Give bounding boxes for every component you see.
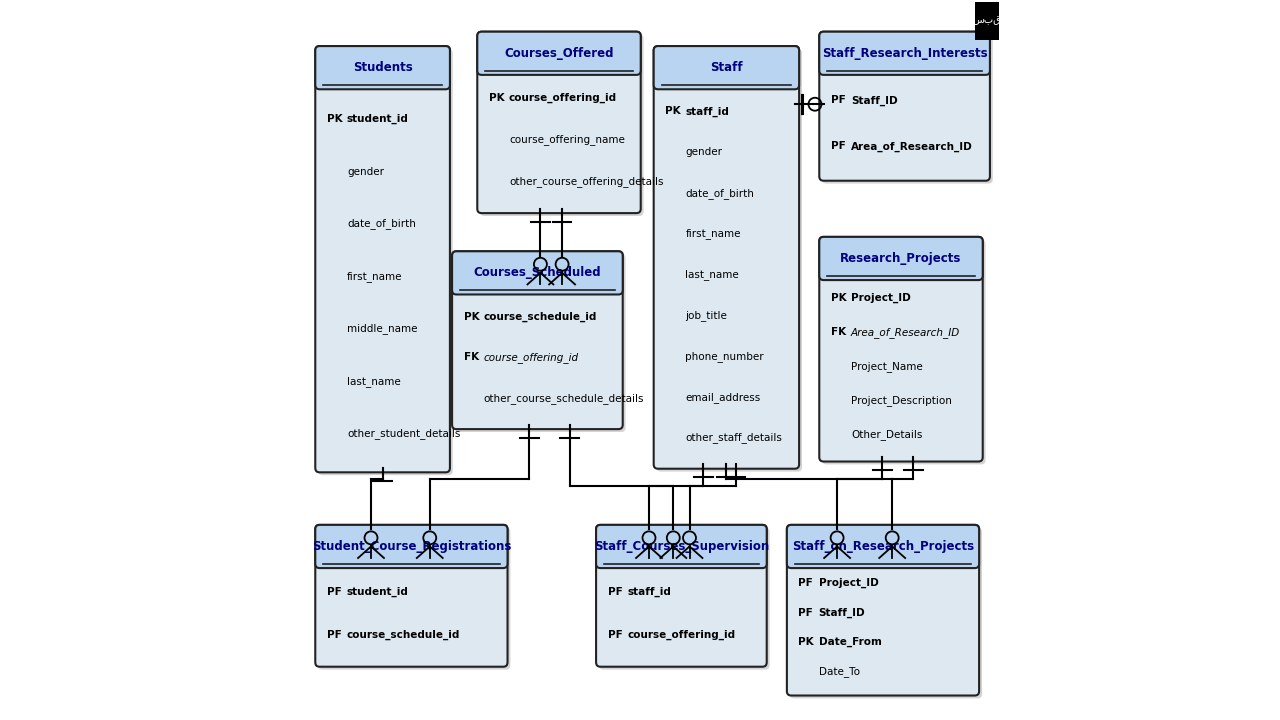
Text: PF: PF — [799, 578, 813, 588]
Text: PK: PK — [489, 93, 504, 103]
Text: email_address: email_address — [685, 392, 760, 402]
FancyBboxPatch shape — [319, 49, 453, 475]
Text: PK: PK — [463, 312, 479, 322]
Text: Date_From: Date_From — [819, 637, 882, 647]
FancyBboxPatch shape — [315, 525, 507, 667]
Text: middle_name: middle_name — [347, 323, 417, 334]
Text: Research_Projects: Research_Projects — [840, 252, 961, 265]
Text: Courses_Scheduled: Courses_Scheduled — [474, 266, 602, 279]
Text: gender: gender — [347, 166, 384, 176]
FancyBboxPatch shape — [477, 32, 641, 213]
Text: course_schedule_id: course_schedule_id — [347, 629, 461, 639]
FancyBboxPatch shape — [315, 46, 451, 472]
FancyBboxPatch shape — [822, 240, 986, 464]
FancyBboxPatch shape — [452, 251, 623, 429]
Text: FK: FK — [463, 353, 479, 362]
Text: Area_of_Research_ID: Area_of_Research_ID — [851, 141, 973, 152]
Text: Project_Description: Project_Description — [851, 395, 952, 406]
FancyBboxPatch shape — [596, 525, 767, 667]
FancyBboxPatch shape — [657, 49, 803, 472]
FancyBboxPatch shape — [654, 46, 799, 89]
Text: FK: FK — [831, 328, 846, 337]
Text: date_of_birth: date_of_birth — [685, 188, 754, 199]
FancyBboxPatch shape — [787, 525, 979, 568]
Text: other_course_offering_details: other_course_offering_details — [509, 176, 663, 187]
FancyBboxPatch shape — [654, 46, 799, 469]
Text: PF: PF — [799, 608, 813, 618]
Text: PF: PF — [326, 587, 342, 597]
Text: Staff_ID: Staff_ID — [819, 608, 865, 618]
Text: last_name: last_name — [347, 376, 401, 387]
FancyBboxPatch shape — [452, 251, 623, 294]
Text: staff_id: staff_id — [627, 587, 672, 597]
Text: PF: PF — [326, 629, 342, 639]
FancyBboxPatch shape — [319, 528, 511, 670]
FancyBboxPatch shape — [787, 525, 979, 696]
FancyBboxPatch shape — [819, 237, 983, 280]
FancyBboxPatch shape — [596, 525, 767, 568]
Text: gender: gender — [685, 148, 722, 157]
FancyBboxPatch shape — [315, 46, 451, 89]
FancyBboxPatch shape — [480, 35, 644, 216]
Text: other_course_schedule_details: other_course_schedule_details — [484, 393, 644, 404]
FancyBboxPatch shape — [790, 528, 982, 698]
FancyBboxPatch shape — [819, 237, 983, 462]
FancyBboxPatch shape — [975, 2, 998, 40]
Text: PF: PF — [608, 629, 622, 639]
Text: job_title: job_title — [685, 310, 727, 321]
Text: Staff: Staff — [710, 61, 742, 74]
Text: Project_ID: Project_ID — [851, 293, 910, 303]
Text: PK: PK — [831, 293, 846, 303]
Text: Student_Course_Registrations: Student_Course_Registrations — [312, 540, 511, 553]
FancyBboxPatch shape — [315, 525, 507, 568]
Text: first_name: first_name — [685, 228, 741, 239]
Text: Courses_Offered: Courses_Offered — [504, 47, 613, 60]
Text: Project_Name: Project_Name — [851, 361, 923, 372]
Text: course_schedule_id: course_schedule_id — [484, 312, 598, 322]
FancyBboxPatch shape — [822, 35, 993, 184]
FancyBboxPatch shape — [477, 32, 641, 75]
Text: PF: PF — [831, 142, 846, 151]
Text: PK: PK — [666, 107, 681, 117]
Text: Other_Details: Other_Details — [851, 430, 923, 441]
FancyBboxPatch shape — [599, 528, 769, 670]
Text: Project_ID: Project_ID — [819, 578, 878, 588]
Text: PF: PF — [831, 96, 846, 105]
Text: first_name: first_name — [347, 271, 402, 282]
Text: Staff_Research_Interests: Staff_Research_Interests — [822, 47, 987, 60]
Text: سبق: سبق — [973, 15, 1001, 25]
Text: student_id: student_id — [347, 114, 408, 124]
Text: course_offering_name: course_offering_name — [509, 134, 625, 145]
FancyBboxPatch shape — [819, 32, 989, 75]
Text: other_staff_details: other_staff_details — [685, 433, 782, 444]
Text: phone_number: phone_number — [685, 351, 764, 361]
Text: staff_id: staff_id — [685, 107, 730, 117]
Text: last_name: last_name — [685, 269, 739, 280]
Text: date_of_birth: date_of_birth — [347, 219, 416, 230]
Text: Area_of_Research_ID: Area_of_Research_ID — [851, 327, 960, 338]
Text: Staff_on_Research_Projects: Staff_on_Research_Projects — [792, 540, 974, 553]
Text: Students: Students — [353, 61, 412, 74]
Text: PF: PF — [608, 587, 622, 597]
Text: Staff_Courses_Supervision: Staff_Courses_Supervision — [594, 540, 769, 553]
Text: Staff_ID: Staff_ID — [851, 95, 897, 106]
FancyBboxPatch shape — [819, 32, 989, 181]
Text: course_offering_id: course_offering_id — [509, 93, 617, 103]
Text: course_offering_id: course_offering_id — [484, 352, 579, 363]
Text: Date_To: Date_To — [819, 667, 860, 678]
Text: course_offering_id: course_offering_id — [627, 629, 736, 639]
FancyBboxPatch shape — [454, 254, 626, 432]
Text: PK: PK — [799, 637, 814, 647]
Text: PK: PK — [326, 114, 343, 124]
Text: student_id: student_id — [347, 587, 408, 597]
Text: other_student_details: other_student_details — [347, 428, 461, 439]
